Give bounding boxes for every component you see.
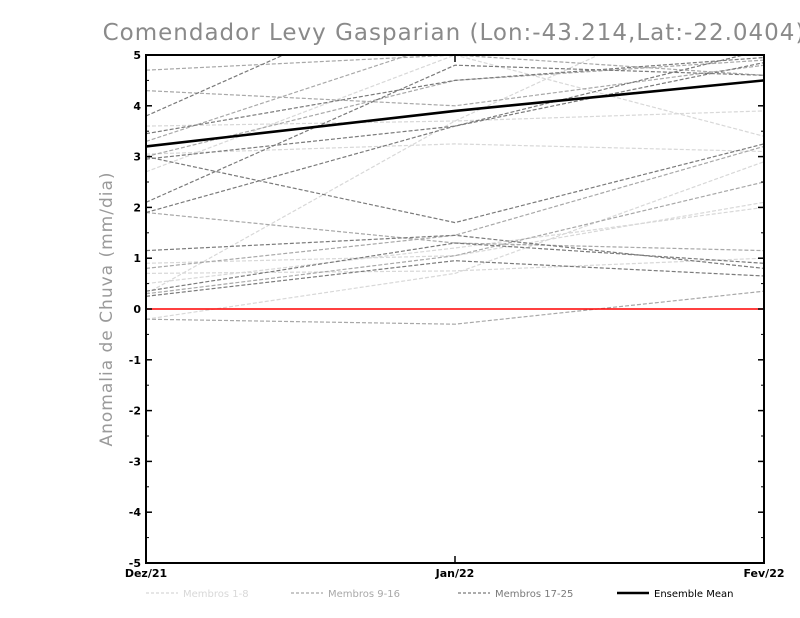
legend-label: Membros 17-25	[495, 589, 573, 600]
member-line-group1-3	[146, 201, 764, 264]
legend-label: Membros 9-16	[328, 589, 400, 600]
member-line-group3-5	[146, 234, 764, 269]
member-line-group3-3	[146, 62, 764, 160]
member-line-group3-4	[146, 55, 746, 214]
y-axis-ticks: -5 -4 -3 -2 -1 0 1 2 3 4 5	[129, 49, 764, 570]
member-line-group2-4	[146, 211, 764, 252]
legend-label: Membros 1-8	[183, 589, 249, 600]
member-line-group1-4	[146, 257, 764, 274]
chart-title: Comendador Levy Gasparian (Lon:-43.214,L…	[103, 20, 800, 46]
ensemble-mean-line	[146, 79, 764, 148]
y-tick-label: -3	[129, 455, 141, 468]
member-line-group3-7	[146, 143, 764, 224]
y-axis-label: Anomalia de Chuva (mm/dia)	[97, 171, 117, 446]
member-line-group2-3	[146, 59, 764, 158]
y-tick-label: 3	[133, 151, 141, 164]
member-line-group1-8	[146, 206, 764, 285]
y-tick-label: -4	[129, 506, 142, 519]
y-tick-label: -5	[129, 557, 141, 570]
x-tick-label: Jan/22	[435, 567, 475, 580]
member-line-group3-8	[146, 242, 764, 292]
member-line-group3-6	[146, 260, 764, 297]
member-line-group2-6	[146, 290, 764, 325]
y-tick-label: 1	[133, 252, 141, 265]
member-line-group3-9	[146, 64, 764, 203]
x-tick-label: Fev/22	[743, 567, 784, 580]
x-axis-ticks: Dez/21 Jan/22 Fev/22	[125, 55, 785, 580]
ensemble-mean	[146, 79, 764, 148]
legend: Membros 1-8 Membros 9-16 Membros 17-25 Ense…	[146, 589, 733, 600]
member-line-group1-5	[146, 161, 764, 320]
member-line-group2-5	[146, 145, 764, 269]
member-line-group1-7	[146, 55, 764, 173]
y-tick-label: -1	[129, 354, 141, 367]
ensemble-members	[146, 55, 764, 325]
x-tick-label: Dez/21	[125, 567, 167, 580]
member-line-group2-7	[146, 55, 764, 142]
y-tick-label: 2	[133, 201, 141, 214]
legend-label: Ensemble Mean	[654, 589, 733, 600]
member-line-group2-2	[146, 64, 764, 107]
y-tick-label: 0	[133, 303, 141, 316]
member-line-group1-6	[146, 55, 600, 295]
member-line-group2-8	[146, 181, 764, 295]
member-line-group2-1	[146, 55, 764, 76]
y-tick-label: 4	[133, 100, 141, 113]
y-tick-label: 5	[133, 49, 141, 62]
y-tick-label: -2	[129, 405, 141, 418]
member-line-group1-2	[146, 143, 764, 155]
member-line-group1-1	[146, 110, 764, 127]
member-line-group3-2	[146, 56, 764, 135]
